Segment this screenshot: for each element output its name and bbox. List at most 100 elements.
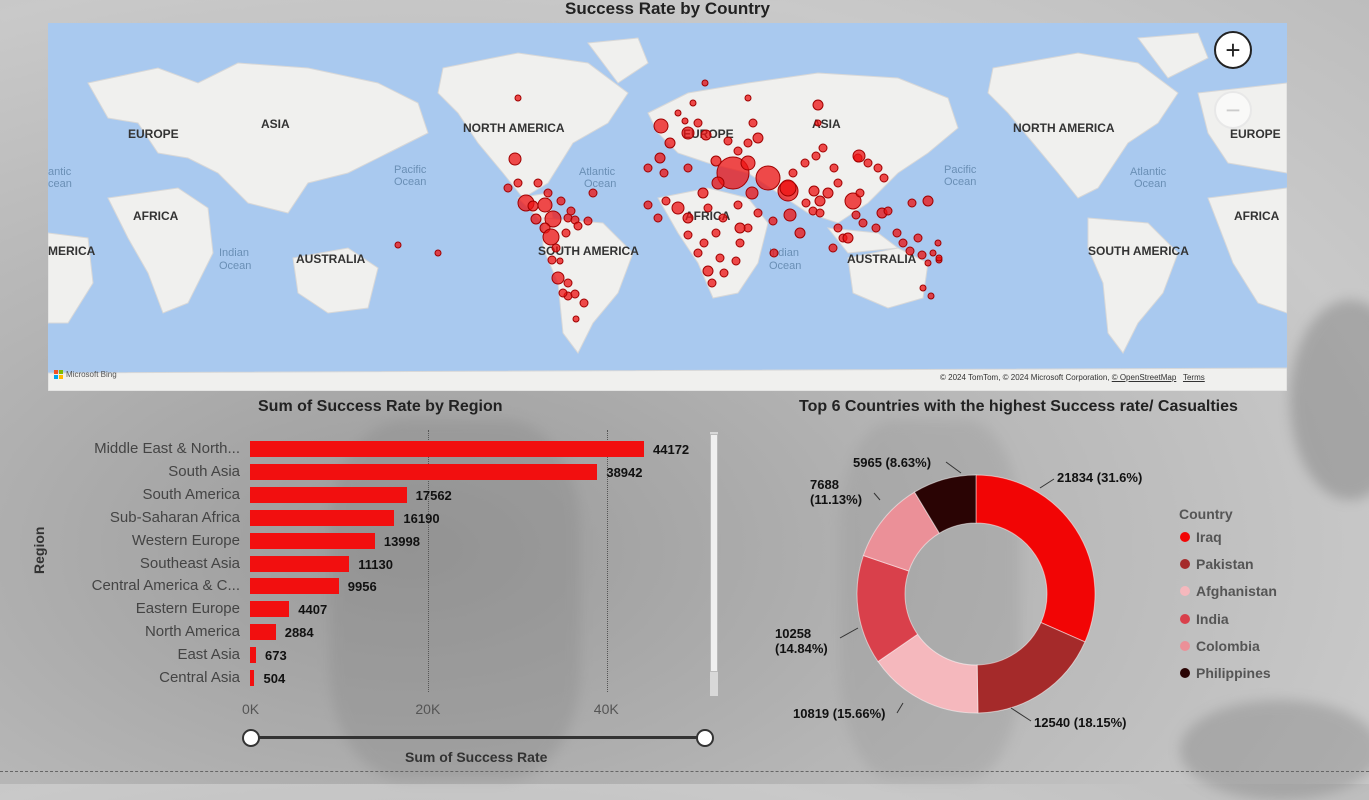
country-bubble[interactable]	[934, 239, 942, 247]
country-bubble[interactable]	[740, 155, 756, 171]
terms-link[interactable]: Terms	[1182, 373, 1205, 382]
country-bubble[interactable]	[743, 138, 753, 148]
country-bubble[interactable]	[699, 238, 709, 248]
country-bubble[interactable]	[707, 278, 717, 288]
legend-item[interactable]: Colombia	[1180, 638, 1260, 654]
bar[interactable]	[250, 463, 598, 480]
country-bubble[interactable]	[702, 265, 714, 277]
country-bubble[interactable]	[701, 79, 709, 87]
country-bubble[interactable]	[723, 136, 733, 146]
country-bubble[interactable]	[768, 216, 778, 226]
country-bubble[interactable]	[653, 213, 663, 223]
legend-item[interactable]: Iraq	[1180, 529, 1222, 545]
country-bubble[interactable]	[653, 118, 669, 134]
bar[interactable]	[250, 601, 290, 618]
country-bubble[interactable]	[551, 271, 565, 285]
country-bubble[interactable]	[588, 188, 598, 198]
openstreetmap-link[interactable]: © OpenStreetMap	[1111, 373, 1177, 382]
country-bubble[interactable]	[748, 118, 758, 128]
country-bubble[interactable]	[674, 109, 682, 117]
country-bubble[interactable]	[929, 249, 937, 257]
country-bubble[interactable]	[710, 155, 722, 167]
bar[interactable]	[250, 441, 644, 457]
country-bubble[interactable]	[794, 227, 806, 239]
country-bubble[interactable]	[664, 137, 676, 149]
country-bubble[interactable]	[753, 208, 763, 218]
country-bubble[interactable]	[800, 158, 810, 168]
country-bubble[interactable]	[905, 246, 915, 256]
country-bubble[interactable]	[815, 208, 825, 218]
country-bubble[interactable]	[543, 188, 553, 198]
country-bubble[interactable]	[855, 188, 865, 198]
country-bubble[interactable]	[556, 196, 566, 206]
country-bubble[interactable]	[693, 248, 703, 258]
country-bubble[interactable]	[508, 152, 522, 166]
country-bubble[interactable]	[530, 213, 542, 225]
country-bubble[interactable]	[913, 233, 923, 243]
country-bubble[interactable]	[883, 206, 893, 216]
country-bubble[interactable]	[654, 152, 666, 164]
country-bubble[interactable]	[907, 198, 917, 208]
country-bubble[interactable]	[434, 249, 442, 257]
country-bubble[interactable]	[873, 163, 883, 173]
country-bubble[interactable]	[801, 198, 811, 208]
zoom-in-button[interactable]: +	[1214, 31, 1252, 69]
country-bubble[interactable]	[769, 248, 779, 258]
country-bubble[interactable]	[572, 315, 580, 323]
country-bubble[interactable]	[681, 117, 689, 125]
country-bubble[interactable]	[547, 255, 557, 265]
legend-item[interactable]: Pakistan	[1180, 556, 1254, 572]
country-bubble[interactable]	[537, 197, 553, 213]
country-bubble[interactable]	[779, 179, 797, 197]
country-bubble[interactable]	[715, 253, 725, 263]
country-bubble[interactable]	[731, 256, 741, 266]
country-bubble[interactable]	[812, 99, 824, 111]
bar[interactable]	[250, 555, 350, 572]
country-bubble[interactable]	[879, 173, 889, 183]
country-bubble[interactable]	[935, 254, 943, 262]
country-bubble[interactable]	[544, 210, 562, 228]
country-bubble[interactable]	[513, 178, 523, 188]
country-bubble[interactable]	[566, 206, 576, 216]
country-bubble[interactable]	[858, 218, 868, 228]
country-bubble[interactable]	[697, 187, 709, 199]
country-bubble[interactable]	[833, 178, 843, 188]
country-bubble[interactable]	[733, 200, 743, 210]
x-range-slider[interactable]	[250, 736, 705, 739]
bar[interactable]	[250, 509, 395, 526]
country-bubble[interactable]	[922, 195, 934, 207]
country-bubble[interactable]	[570, 289, 580, 299]
country-bubble[interactable]	[671, 201, 685, 215]
country-bubble[interactable]	[542, 228, 560, 246]
country-bubble[interactable]	[808, 185, 820, 197]
country-bubble[interactable]	[871, 223, 881, 233]
zoom-out-button[interactable]: −	[1214, 91, 1252, 129]
country-bubble[interactable]	[514, 94, 522, 102]
country-bubble[interactable]	[924, 259, 932, 267]
country-bubble[interactable]	[745, 186, 759, 200]
country-bubble[interactable]	[788, 168, 798, 178]
legend-item[interactable]: Afghanistan	[1180, 583, 1277, 599]
country-bubble[interactable]	[551, 243, 561, 253]
country-bubble[interactable]	[892, 228, 902, 238]
country-bubble[interactable]	[643, 163, 653, 173]
country-bubble[interactable]	[814, 195, 826, 207]
country-bubble[interactable]	[711, 228, 721, 238]
bar[interactable]	[250, 670, 255, 686]
legend-item[interactable]: India	[1180, 611, 1229, 627]
country-bubble[interactable]	[573, 221, 583, 231]
country-bubble[interactable]	[681, 126, 695, 140]
country-bubble[interactable]	[833, 223, 843, 233]
slider-start-handle[interactable]	[242, 729, 260, 747]
country-bubble[interactable]	[683, 163, 693, 173]
country-bubble[interactable]	[733, 146, 743, 156]
bar[interactable]	[250, 486, 407, 503]
country-bubble[interactable]	[533, 178, 543, 188]
country-bubble[interactable]	[755, 165, 781, 191]
country-bubble[interactable]	[852, 149, 866, 163]
country-bubble[interactable]	[811, 151, 821, 161]
country-bubble[interactable]	[693, 118, 703, 128]
country-bubble[interactable]	[503, 183, 513, 193]
country-bubble[interactable]	[661, 196, 671, 206]
country-bubble[interactable]	[583, 216, 593, 226]
